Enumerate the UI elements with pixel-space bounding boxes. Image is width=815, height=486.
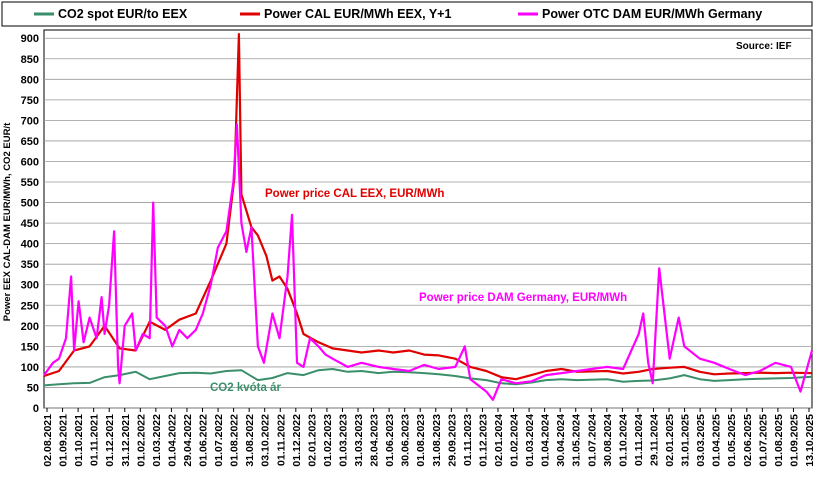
x-tick-label: 29.09.2023	[446, 414, 458, 467]
x-tick-label: 30.04.2024	[555, 414, 567, 467]
x-tick-label: 28.04.2023	[369, 414, 381, 467]
series-line-dam	[43, 123, 814, 401]
x-tick-label: 02.06.2025	[742, 414, 754, 467]
x-tick-label: 01.04.2022	[166, 414, 178, 467]
series-line-co2	[43, 368, 813, 387]
y-tick-label: 0	[33, 403, 39, 415]
y-tick-label: 400	[21, 239, 39, 251]
x-tick-label: 02.01.2025	[664, 414, 676, 467]
x-tick-label: 30.06.2023	[400, 414, 412, 467]
x-tick-label: 02.08.2021	[42, 414, 54, 467]
x-tick-label: 13.10.2025	[804, 414, 815, 467]
x-tick-label: 01.12.2021	[104, 414, 116, 467]
y-tick-label: 750	[21, 95, 39, 107]
annotation-cal: Power price CAL EEX, EUR/MWh	[265, 188, 444, 200]
x-tick-label: 01.12.2022	[291, 414, 303, 467]
y-tick-label: 600	[21, 156, 39, 168]
annotation-co2: CO2 kvóta ár	[210, 382, 281, 394]
y-tick-label: 900	[21, 33, 39, 45]
plot-area	[43, 29, 813, 409]
x-tick-label: 31.08.2022	[244, 414, 256, 467]
y-tick-label: 450	[21, 218, 39, 230]
x-tick-label: 01.09.2021	[58, 414, 70, 467]
x-tick-label: 30.08.2024	[602, 414, 614, 467]
x-axis-ticks: 02.08.2021 01.09.2021 01.10.2021 01.11.2021…	[42, 408, 815, 467]
x-tick-label: 01.07.2024	[586, 414, 598, 467]
x-tick-label: 02.01.2023	[306, 414, 318, 467]
x-tick-label: 01.05.2025	[726, 414, 738, 467]
annotation-dam: Power price DAM Germany, EUR/MWh	[419, 292, 627, 304]
y-tick-label: 250	[21, 300, 39, 312]
x-tick-label: 01.09.2025	[788, 414, 800, 467]
x-tick-label: 01.03.2022	[151, 414, 163, 467]
y-tick-label: 150	[21, 341, 39, 353]
x-tick-label: 01.06.2023	[384, 414, 396, 467]
x-tick-label: 01.02.2022	[135, 414, 147, 467]
y-tick-label: 50	[27, 382, 39, 394]
x-tick-label: 29.11.2024	[648, 414, 660, 466]
x-tick-label: 31.08.2023	[431, 414, 443, 467]
series-line-cal	[43, 32, 813, 381]
x-tick-label: 01.04.2024	[540, 414, 552, 467]
x-tick-label: 01.07.2025	[757, 414, 769, 467]
x-tick-label: 01.11.2022	[275, 414, 287, 466]
x-tick-label: 01.03.2024	[524, 414, 536, 467]
y-tick-label: 100	[21, 362, 39, 374]
x-tick-label: 01.10.2021	[73, 414, 85, 467]
x-tick-label: 01.06.2022	[198, 414, 210, 467]
x-tick-label: 01.08.2025	[773, 414, 785, 467]
y-tick-label: 500	[21, 198, 39, 210]
y-tick-label: 700	[21, 115, 39, 127]
x-tick-label: 01.03.2023	[337, 414, 349, 467]
series-lines	[43, 32, 814, 401]
y-tick-label: 800	[21, 74, 39, 86]
y-tick-label: 650	[21, 136, 39, 148]
source-note: Source: IEF	[736, 41, 792, 52]
x-tick-label: 01.11.2024	[633, 414, 645, 466]
x-tick-label: 01.08.2023	[415, 414, 427, 467]
x-tick-label: 01.02.2024	[509, 414, 521, 467]
x-tick-label: 03.10.2022	[260, 414, 272, 467]
legend-label-co2: CO2 spot EUR/to EEX	[58, 7, 188, 21]
y-tick-label: 200	[21, 321, 39, 333]
x-tick-label: 01.10.2024	[617, 414, 629, 467]
x-tick-label: 01.07.2022	[213, 414, 225, 467]
x-tick-label: 31.03.2023	[353, 414, 365, 467]
x-tick-label: 01.02.2023	[322, 414, 334, 467]
x-tick-label: 03.03.2025	[695, 414, 707, 467]
y-axis-label: Power EEX CAL-DAM EUR/MWh, CO2 EUR/t	[2, 122, 13, 321]
x-tick-label: 01.04.2025	[711, 414, 723, 467]
x-tick-label: 31.01.2025	[680, 414, 692, 467]
gridlines	[44, 37, 812, 409]
legend-label-dam: Power OTC DAM EUR/MWh Germany	[542, 7, 762, 21]
y-tick-label: 550	[21, 177, 39, 189]
x-tick-label: 01.08.2022	[229, 414, 241, 467]
y-tick-label: 350	[21, 259, 39, 271]
y-tick-label: 300	[21, 280, 39, 292]
x-tick-label: 31.05.2024	[571, 414, 583, 467]
y-tick-label: 850	[21, 54, 39, 66]
legend-label-cal: Power CAL EUR/MWh EEX, Y+1	[264, 7, 451, 21]
x-tick-label: 01.11.2023	[462, 414, 474, 466]
y-axis-ticks: 0 50 100 150 200 250 300 350 400 450 500 550 600 650 7…	[21, 33, 39, 415]
x-tick-label: 01.11.2021	[89, 414, 101, 466]
legend: CO2 spot EUR/to EEX Power CAL EUR/MWh EE…	[1, 1, 813, 27]
legend-box	[1, 1, 813, 27]
x-tick-label: 31.12.2021	[120, 414, 132, 467]
x-tick-label: 29.04.2022	[182, 414, 194, 467]
x-tick-label: 01.12.2023	[477, 414, 489, 467]
x-tick-label: 02.01.2024	[493, 414, 505, 467]
